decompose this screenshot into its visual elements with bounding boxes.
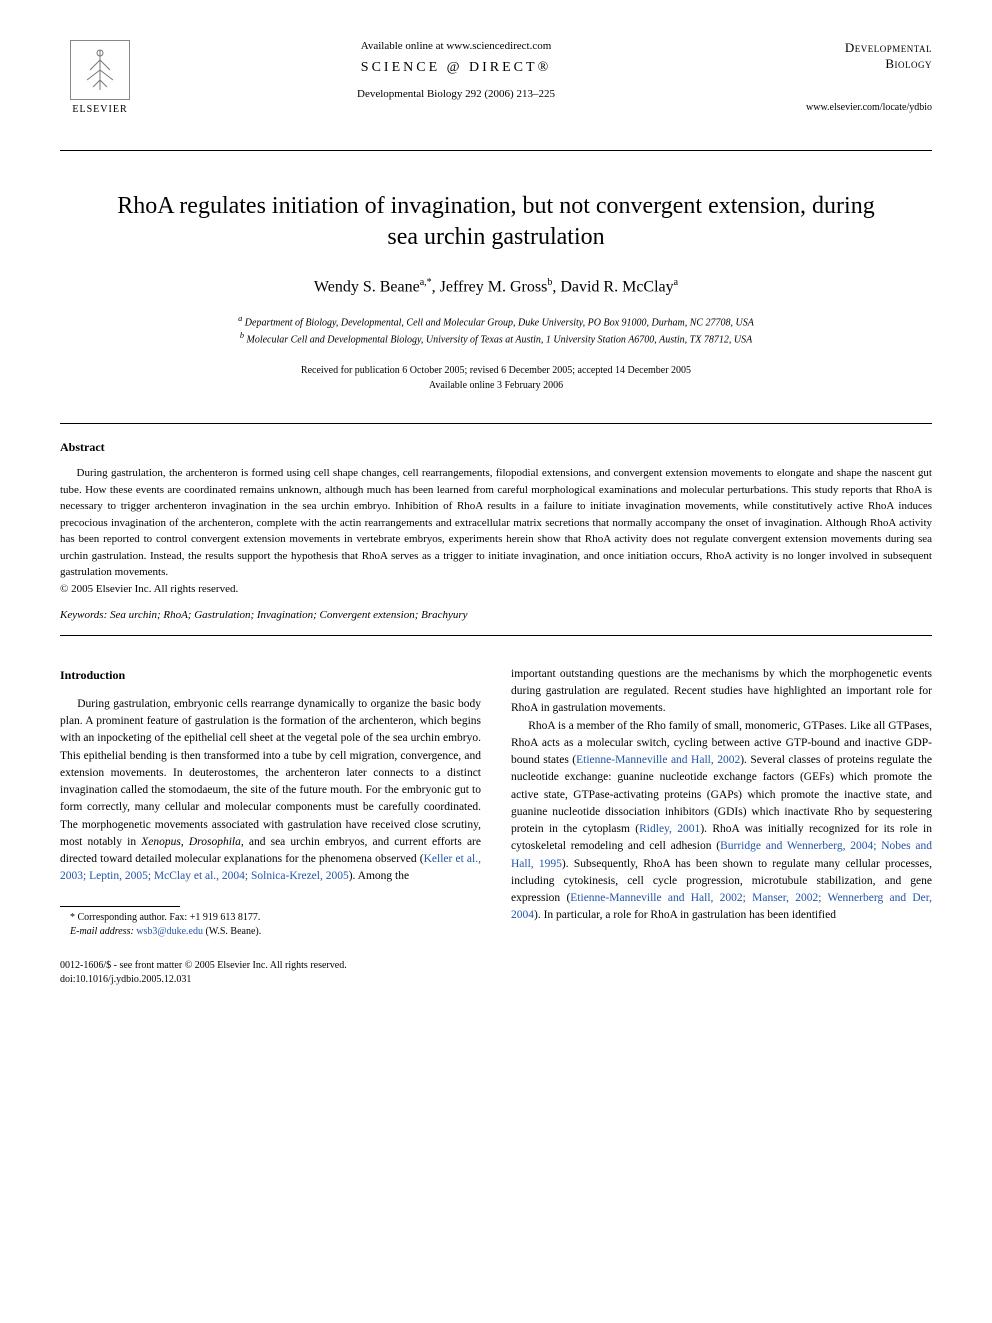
drosophila-italic: Drosophila xyxy=(189,836,241,848)
abstract-top-divider xyxy=(60,423,932,424)
abstract-text: During gastrulation, the archenteron is … xyxy=(60,465,932,581)
elsevier-tree-icon xyxy=(70,40,130,100)
affiliations: a Department of Biology, Developmental, … xyxy=(60,313,932,348)
affiliation-b-text: Molecular Cell and Developmental Biology… xyxy=(246,334,752,345)
intro-para-1-cont: important outstanding questions are the … xyxy=(511,666,932,718)
col2-text-1: important outstanding questions are the … xyxy=(511,668,932,715)
email-link[interactable]: wsb3@duke.edu xyxy=(136,926,203,937)
abstract-heading: Abstract xyxy=(60,440,932,455)
publisher-name: ELSEVIER xyxy=(72,104,127,115)
author-1: Wendy S. Beane xyxy=(314,279,420,296)
intro-text-1d: ). Among the xyxy=(349,870,409,882)
abstract-copyright: © 2005 Elsevier Inc. All rights reserved… xyxy=(60,583,932,595)
intro-para-1: During gastrulation, embryonic cells rea… xyxy=(60,696,481,886)
intro-para-2: RhoA is a member of the Rho family of sm… xyxy=(511,718,932,925)
header-row: ELSEVIER Available online at www.science… xyxy=(60,40,932,130)
journal-url: www.elsevier.com/locate/ydbio xyxy=(772,102,932,113)
body-columns: Introduction During gastrulation, embryo… xyxy=(60,666,932,987)
email-suffix: (W.S. Beane). xyxy=(203,926,261,937)
intro-text-1a: During gastrulation, embryonic cells rea… xyxy=(60,698,481,848)
keywords: Keywords: Sea urchin; RhoA; Gastrulation… xyxy=(60,609,932,621)
journal-name-1: Developmental xyxy=(772,40,932,56)
intro-text-1b: , xyxy=(181,836,189,848)
footnote-divider xyxy=(60,906,180,907)
journal-box: Developmental Biology www.elsevier.com/l… xyxy=(772,40,932,113)
left-column: Introduction During gastrulation, embryo… xyxy=(60,666,481,987)
col2-text-2e: ). In particular, a role for RhoA in gas… xyxy=(534,909,836,921)
journal-name-2: Biology xyxy=(772,56,932,72)
corresponding-author: * Corresponding author. Fax: +1 919 613 … xyxy=(60,911,481,925)
xenopus-italic: Xenopus xyxy=(141,836,181,848)
available-online-text: Available online at www.sciencedirect.co… xyxy=(140,40,772,52)
received-date: Received for publication 6 October 2005;… xyxy=(60,363,932,378)
online-date: Available online 3 February 2006 xyxy=(60,378,932,393)
science-direct-logo: SCIENCE @ DIRECT® xyxy=(140,60,772,76)
author-3-affil: a xyxy=(674,277,678,288)
header-divider xyxy=(60,150,932,151)
elsevier-logo: ELSEVIER xyxy=(60,40,140,130)
publication-dates: Received for publication 6 October 2005;… xyxy=(60,363,932,393)
author-1-affil: a,* xyxy=(420,277,432,288)
abstract-bottom-divider xyxy=(60,635,932,636)
footer-doi: doi:10.1016/j.ydbio.2005.12.031 xyxy=(60,973,481,987)
affiliation-a: a Department of Biology, Developmental, … xyxy=(60,313,932,330)
citation: Developmental Biology 292 (2006) 213–225 xyxy=(140,88,772,100)
article-title: RhoA regulates initiation of invaginatio… xyxy=(100,191,892,253)
email-label: E-mail address: xyxy=(70,926,134,937)
footer-copyright: 0012-1606/$ - see front matter © 2005 El… xyxy=(60,959,481,973)
keywords-text: Sea urchin; RhoA; Gastrulation; Invagina… xyxy=(107,609,467,621)
affiliation-b: b Molecular Cell and Developmental Biolo… xyxy=(60,330,932,347)
ref-link-3[interactable]: Ridley, 2001 xyxy=(639,823,700,835)
author-3: , David R. McClay xyxy=(552,279,673,296)
right-column: important outstanding questions are the … xyxy=(511,666,932,987)
header-center: Available online at www.sciencedirect.co… xyxy=(140,40,772,100)
affiliation-a-text: Department of Biology, Developmental, Ce… xyxy=(245,317,754,328)
introduction-heading: Introduction xyxy=(60,666,481,684)
author-2: , Jeffrey M. Gross xyxy=(432,279,548,296)
email-footnote: E-mail address: wsb3@duke.edu (W.S. Bean… xyxy=(60,925,481,939)
keywords-label: Keywords: xyxy=(60,609,107,621)
footer: 0012-1606/$ - see front matter © 2005 El… xyxy=(60,959,481,987)
authors-line: Wendy S. Beanea,*, Jeffrey M. Grossb, Da… xyxy=(60,277,932,296)
ref-link-2[interactable]: Etienne-Manneville and Hall, 2002 xyxy=(576,754,740,766)
